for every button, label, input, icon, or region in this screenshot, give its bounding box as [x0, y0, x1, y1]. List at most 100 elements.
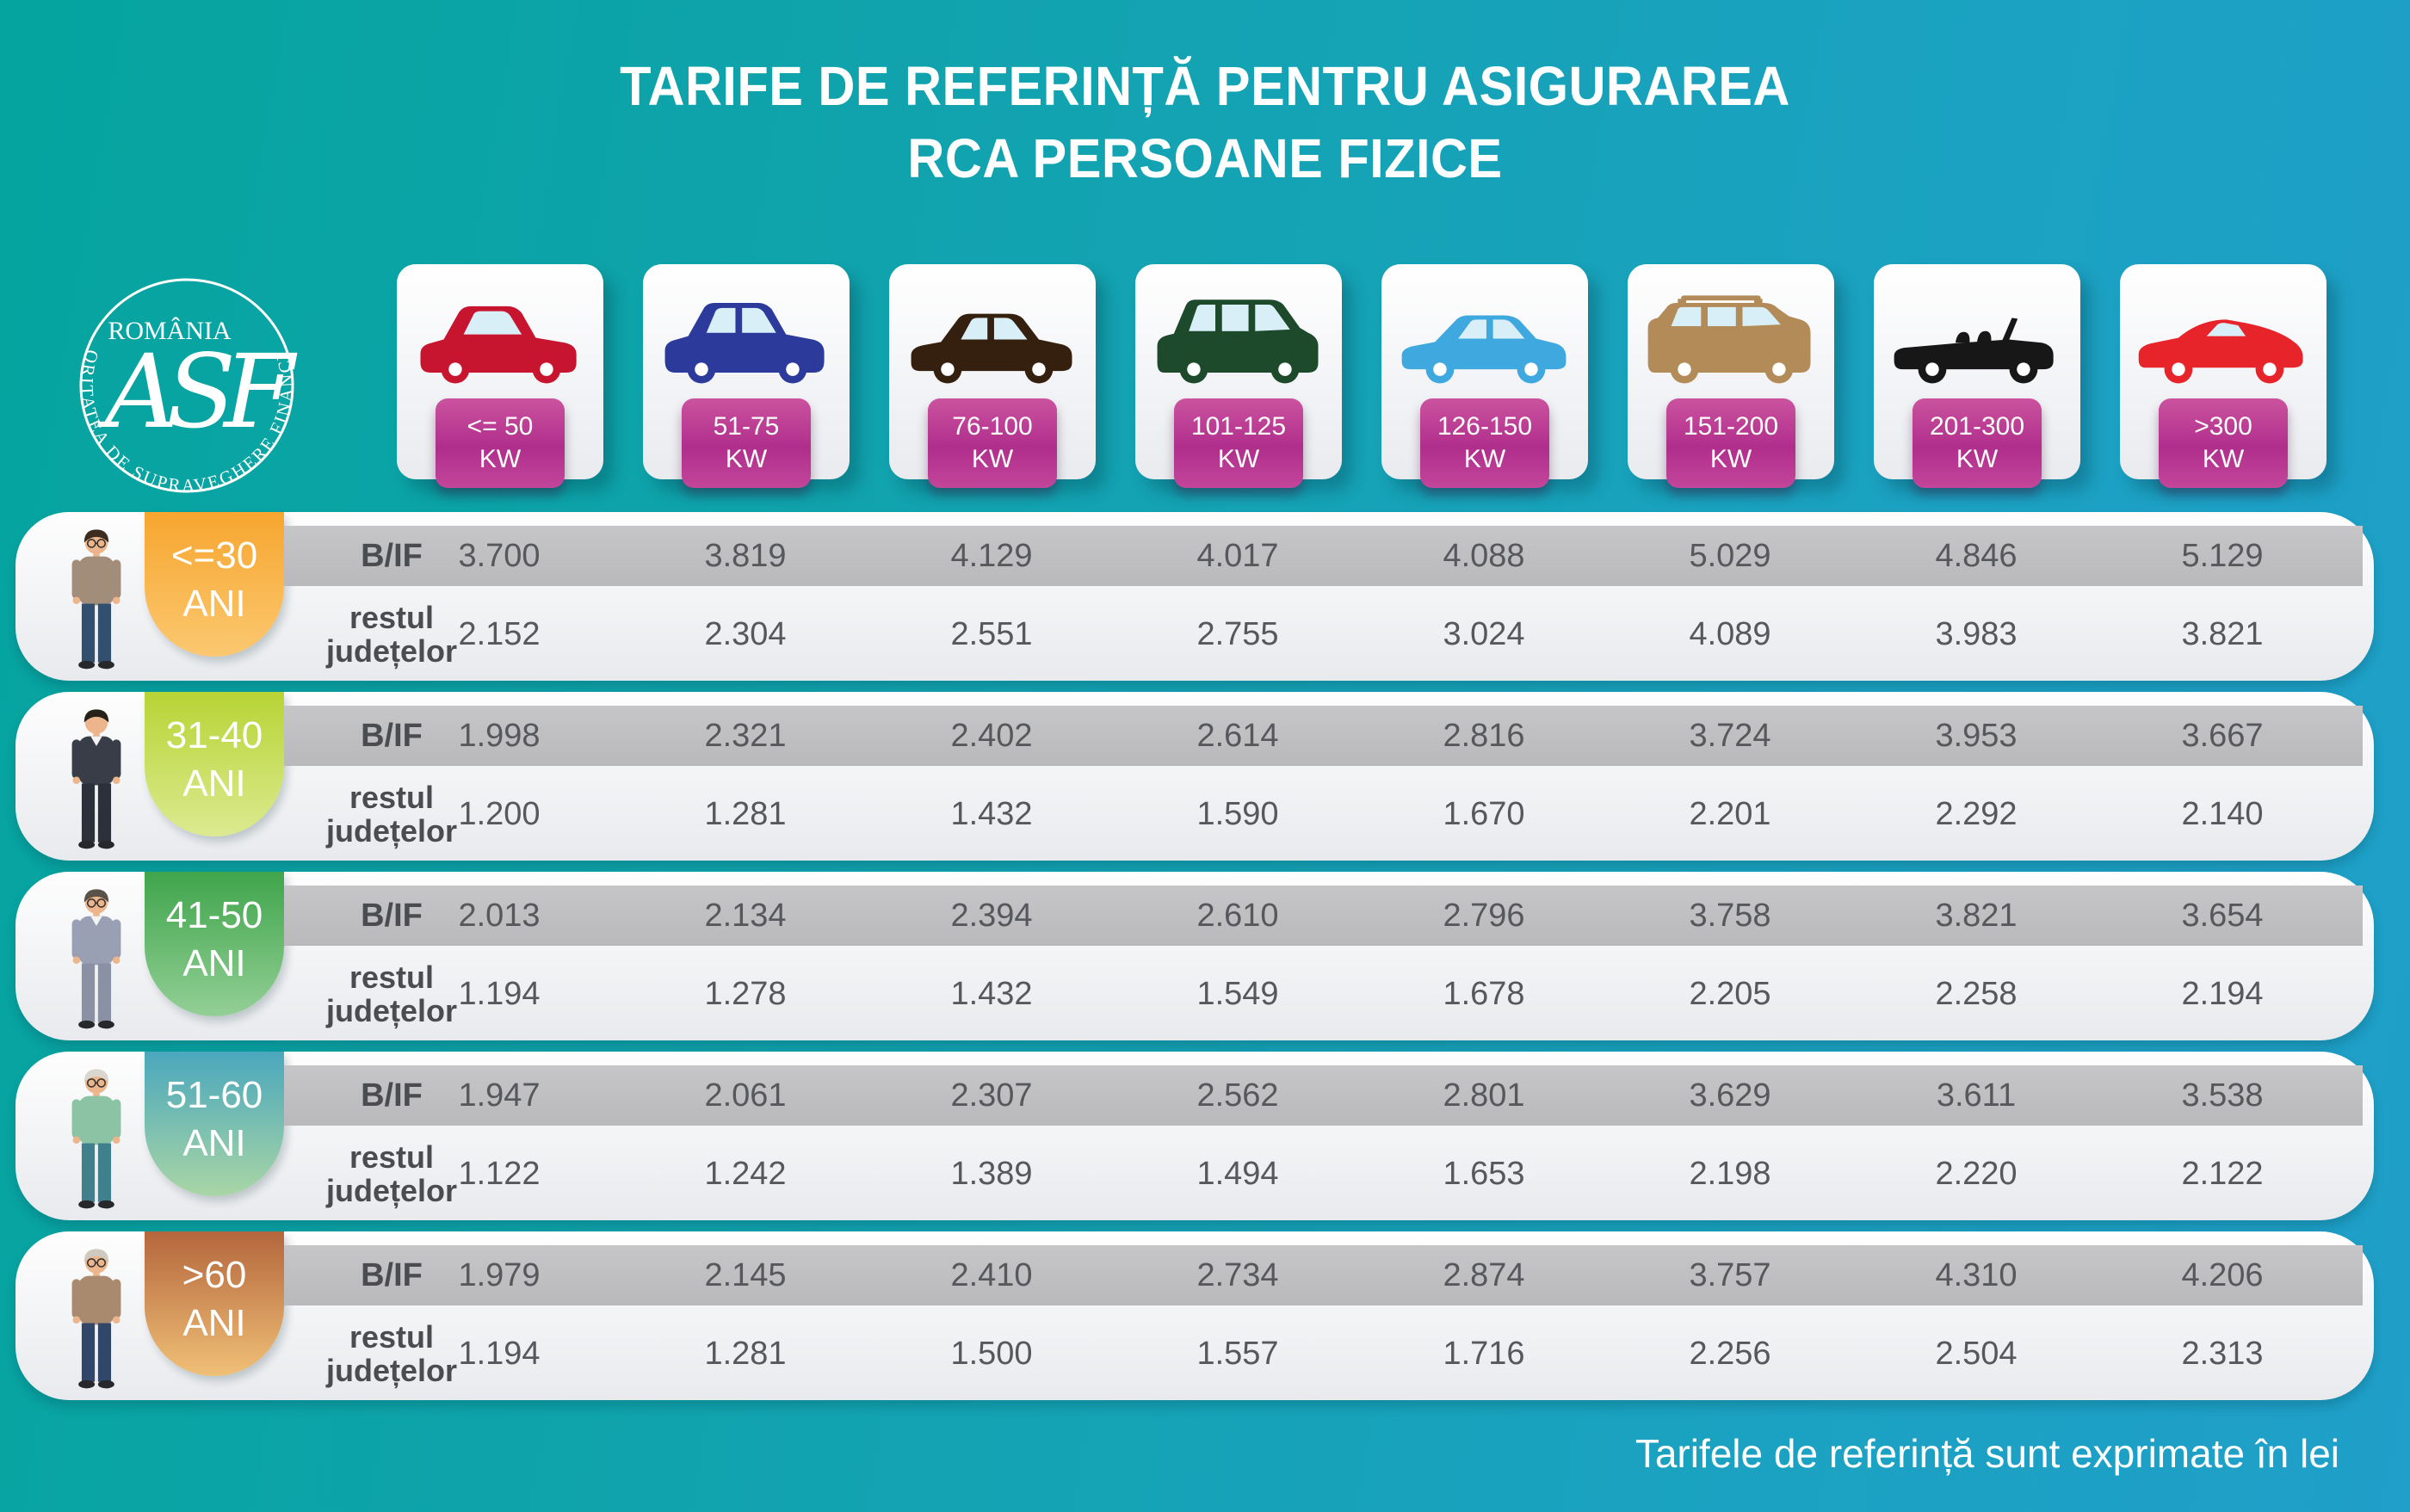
rest-label: restul județelor — [306, 1314, 478, 1393]
tariff-value-rest: 2.504 — [1935, 1335, 2018, 1372]
tariff-value-rest: 2.122 — [2181, 1155, 2264, 1192]
tariff-value-bif: 2.610 — [1196, 897, 1279, 934]
vehicle-column-card: 76-100 KW — [889, 264, 1096, 488]
kw-range-badge: 151-200 KW — [1666, 398, 1795, 488]
title-line-1: TARIFE DE REFERINȚĂ PENTRU ASIGURAREA — [620, 55, 1790, 117]
tariff-value-rest: 1.242 — [704, 1155, 787, 1192]
kw-range-badge: >300 KW — [2159, 398, 2288, 488]
tariff-value-bif: 4.129 — [950, 537, 1033, 574]
kw-unit-label: KW — [971, 445, 1014, 473]
tariff-age-rows: <=30 ANI B/IF 3.700 3.819 4.129 4.017 4.088 5.02… — [15, 512, 2374, 1411]
person-avatar-icon — [55, 699, 138, 854]
rest-label-line-2: județelor — [325, 633, 457, 669]
tariff-value-bif: 3.757 — [1689, 1256, 1771, 1293]
page-title: TARIFE DE REFERINȚĂ PENTRU ASIGURAREA RC… — [0, 50, 2410, 194]
tariff-value-rest: 2.256 — [1689, 1335, 1771, 1372]
tariff-value-bif: 4.017 — [1196, 537, 1279, 574]
kw-unit-label: KW — [2202, 445, 2245, 473]
tariff-value-rest: 1.200 — [458, 795, 541, 832]
tariff-value-bif: 2.796 — [1443, 897, 1525, 934]
age-bubble: <=30 ANI — [145, 512, 284, 657]
kw-range-label: 151-200 — [1683, 412, 1779, 441]
kw-range-badge: 101-125 KW — [1174, 398, 1303, 488]
kw-unit-label: KW — [1463, 445, 1506, 473]
rest-label-line-1: restul — [349, 780, 435, 815]
vehicle-column-card: <= 50 KW — [397, 264, 603, 488]
tariff-value-rest: 2.551 — [950, 615, 1033, 652]
bif-label: B/IF — [361, 1077, 423, 1114]
bif-band: B/IF 2.013 2.134 2.394 2.610 2.796 3.758 3.821 3… — [284, 886, 2363, 946]
bif-band: B/IF 1.998 2.321 2.402 2.614 2.816 3.724 3.953 3… — [284, 706, 2363, 766]
age-bubble: 31-40 ANI — [145, 692, 284, 836]
tariff-value-bif: 3.629 — [1689, 1077, 1771, 1114]
vehicle-column-card: 201-300 KW — [1874, 264, 2080, 488]
convertible-icon — [1886, 281, 2068, 395]
tariff-value-rest: 3.024 — [1443, 615, 1525, 652]
tariff-value-rest: 1.716 — [1443, 1335, 1525, 1372]
tariff-value-rest: 2.205 — [1689, 975, 1771, 1012]
vehicle-column-card: 101-125 KW — [1135, 264, 1342, 488]
kw-range-label: 201-300 — [1929, 412, 2025, 441]
tariff-value-rest: 1.653 — [1443, 1155, 1525, 1192]
tariff-value-rest: 2.152 — [458, 615, 541, 652]
person-avatar-icon — [55, 1238, 138, 1393]
rest-label-line-2: județelor — [325, 1353, 457, 1388]
bif-band: B/IF 3.700 3.819 4.129 4.017 4.088 5.029 4.846 5… — [284, 526, 2363, 586]
age-bubble: 41-50 ANI — [145, 872, 284, 1016]
kw-range-badge: 76-100 KW — [928, 398, 1057, 488]
age-range-label: 41-50 — [165, 894, 263, 936]
vehicle-column-card: >300 KW — [2120, 264, 2327, 488]
tariff-value-bif: 3.758 — [1689, 897, 1771, 934]
vehicle-column-card: 126-150 KW — [1381, 264, 1588, 488]
crossover-icon — [655, 281, 837, 395]
tariff-value-rest: 2.140 — [2181, 795, 2264, 832]
tariff-value-rest: 2.194 — [2181, 975, 2264, 1012]
person-avatar-icon — [55, 879, 138, 1034]
kw-range-badge: <= 50 KW — [436, 398, 565, 488]
tariff-value-bif: 3.953 — [1935, 717, 2018, 754]
tariff-value-rest: 1.122 — [458, 1155, 541, 1192]
kw-range-label: 126-150 — [1437, 412, 1533, 441]
age-range-label: 51-60 — [165, 1074, 263, 1116]
tariff-value-rest: 4.089 — [1689, 615, 1771, 652]
tariff-value-rest: 2.201 — [1689, 795, 1771, 832]
tariff-value-rest: 1.389 — [950, 1155, 1033, 1192]
bif-band: B/IF 1.979 2.145 2.410 2.734 2.874 3.757 4.310 4… — [284, 1245, 2363, 1305]
city-hatchback-icon — [409, 281, 591, 395]
tariff-value-bif: 2.614 — [1196, 717, 1279, 754]
tariff-value-rest: 1.281 — [704, 1335, 787, 1372]
bif-label: B/IF — [361, 717, 423, 754]
age-range-label: 31-40 — [165, 714, 263, 756]
tariff-value-bif: 3.724 — [1689, 717, 1771, 754]
age-row: >60 ANI B/IF 1.979 2.145 2.410 2.734 2.874 3.757… — [15, 1231, 2374, 1400]
tariff-value-bif: 5.029 — [1689, 537, 1771, 574]
tariff-value-bif: 2.562 — [1196, 1077, 1279, 1114]
tariff-value-bif: 4.088 — [1443, 537, 1525, 574]
kw-unit-label: KW — [725, 445, 768, 473]
rest-label-line-1: restul — [349, 1139, 435, 1175]
asf-romania-logo: ROMÂNIA AUTORITATEA DE SUPRAVEGHERE FINA… — [46, 240, 320, 523]
tariff-value-rest: 2.304 — [704, 615, 787, 652]
age-unit-label: ANI — [182, 942, 246, 984]
tariff-value-bif: 2.145 — [704, 1256, 787, 1293]
vehicle-column-card: 51-75 KW — [643, 264, 850, 488]
tariff-value-bif: 2.874 — [1443, 1256, 1525, 1293]
tariff-value-bif: 3.538 — [2181, 1077, 2264, 1114]
minivan-icon — [1147, 281, 1330, 395]
rest-label-line-2: județelor — [325, 993, 457, 1028]
tariff-value-rest: 1.590 — [1196, 795, 1279, 832]
tariff-value-rest: 1.500 — [950, 1335, 1033, 1372]
tariff-value-bif: 2.410 — [950, 1256, 1033, 1293]
kw-unit-label: KW — [1709, 445, 1752, 473]
logo-monogram: ASF — [97, 332, 298, 451]
footer-note: Tarifele de referință sunt exprimate în … — [1634, 1431, 2339, 1476]
tariff-value-rest: 1.432 — [950, 975, 1033, 1012]
tariff-value-rest: 2.258 — [1935, 975, 2018, 1012]
tariff-value-rest: 3.821 — [2181, 615, 2264, 652]
title-line-2: RCA PERSOANE FIZICE — [907, 127, 1503, 189]
rest-label: restul județelor — [306, 954, 478, 1034]
tariff-value-bif: 4.846 — [1935, 537, 2018, 574]
tariff-value-bif: 2.013 — [458, 897, 541, 934]
kw-unit-label: KW — [479, 445, 522, 473]
